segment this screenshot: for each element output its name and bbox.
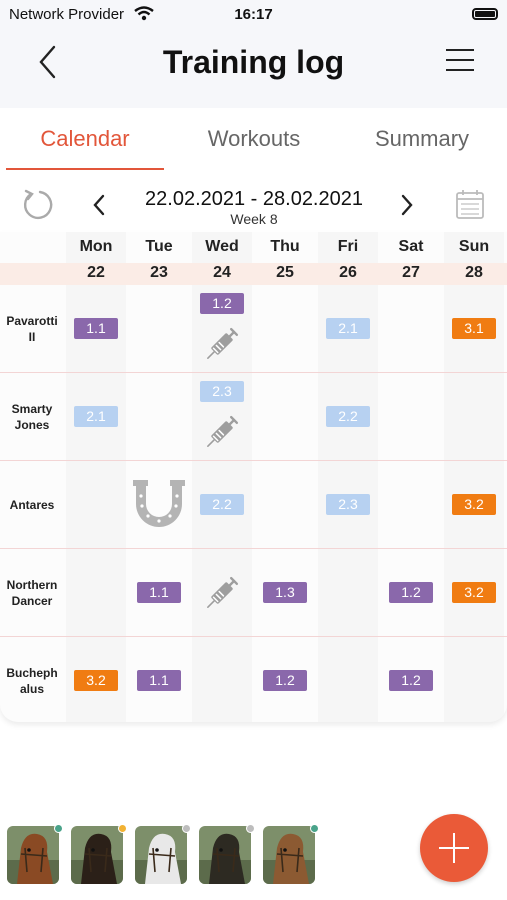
session-badge[interactable]: 2.1 <box>326 318 370 339</box>
session-badge[interactable]: 2.3 <box>200 381 244 402</box>
clock: 16:17 <box>234 6 273 23</box>
day-number: 22 <box>87 264 105 281</box>
nav-bar: Training log <box>0 28 507 108</box>
back-chevron-icon[interactable] <box>36 44 60 80</box>
previous-week-icon[interactable] <box>92 194 106 216</box>
session-badge[interactable]: 1.3 <box>263 582 307 603</box>
day-number: 26 <box>339 264 357 281</box>
status-dot <box>182 824 191 833</box>
horse-avatar[interactable] <box>199 826 251 884</box>
horse-avatar[interactable] <box>7 826 59 884</box>
week-number: Week 8 <box>230 211 278 227</box>
day-name-fri: Fri <box>337 238 359 255</box>
horse-name-line: Antares <box>9 498 55 512</box>
tab-summary[interactable]: Summary <box>374 126 470 151</box>
session-badge[interactable]: 2.2 <box>326 406 370 427</box>
horse-name-line: Jones <box>14 418 50 432</box>
day-column-shade <box>318 232 378 722</box>
status-dot <box>246 824 255 833</box>
syringe-icon <box>199 321 245 367</box>
day-number: 23 <box>150 264 168 281</box>
syringe-icon <box>199 570 245 616</box>
tab-calendar[interactable]: Calendar <box>40 126 130 151</box>
horse-name[interactable]: Smarty Jones <box>2 401 62 433</box>
session-badge[interactable]: 1.2 <box>263 670 307 691</box>
day-column-shade <box>444 232 504 722</box>
calendar-icon[interactable] <box>455 188 485 220</box>
session-badge[interactable]: 1.1 <box>137 582 181 603</box>
horse-name[interactable]: Pavarotti II <box>2 313 62 345</box>
tab-workouts[interactable]: Workouts <box>207 126 301 151</box>
session-badge[interactable]: 1.1 <box>74 318 118 339</box>
session-badge[interactable]: 2.3 <box>326 494 370 515</box>
day-name-mon: Mon <box>79 238 113 255</box>
syringe-icon <box>199 409 245 455</box>
battery-icon <box>472 8 498 20</box>
day-number: 28 <box>465 264 483 281</box>
horse-avatar[interactable] <box>71 826 123 884</box>
horse-name-line: Bucheph <box>6 666 58 680</box>
week-date-range: 22.02.2021 - 28.02.2021 <box>145 188 363 210</box>
day-number: 25 <box>276 264 294 281</box>
session-badge[interactable]: 3.2 <box>452 582 496 603</box>
horse-name-line: Smarty <box>11 402 53 416</box>
page-title: Training log <box>162 44 345 80</box>
tab-bar: Calendar Workouts Summary <box>0 118 507 172</box>
day-number: 27 <box>402 264 420 281</box>
session-badge[interactable]: 1.1 <box>137 670 181 691</box>
status-dot <box>310 824 319 833</box>
row-divider <box>0 636 507 637</box>
horse-name-line: Northern <box>6 578 58 592</box>
session-badge[interactable]: 3.1 <box>452 318 496 339</box>
active-tab-indicator <box>6 168 164 170</box>
row-divider <box>0 548 507 549</box>
horse-name-line: alus <box>19 682 44 696</box>
horse-name-line: II <box>28 330 36 344</box>
session-badge[interactable]: 1.2 <box>389 582 433 603</box>
horse-name[interactable]: Bucheph alus <box>2 665 62 697</box>
hamburger-menu-icon[interactable] <box>444 46 476 74</box>
training-calendar-grid: Mon 22 Tue 23 Wed 24 Thu 25 Fri 26 Sat 27 Sun 28 Pavar… <box>0 232 507 722</box>
wifi-icon <box>134 6 154 21</box>
day-name-wed: Wed <box>205 238 239 255</box>
horse-avatar-strip <box>0 824 400 888</box>
row-divider <box>0 372 507 373</box>
day-name-thu: Thu <box>270 238 300 255</box>
status-dot <box>54 824 63 833</box>
network-provider: Network Provider <box>9 6 125 23</box>
horse-avatar[interactable] <box>135 826 187 884</box>
day-column-shade <box>66 232 126 722</box>
horse-name-line: Pavarotti <box>6 314 58 328</box>
refresh-icon[interactable] <box>22 188 54 222</box>
horse-name[interactable]: Northern Dancer <box>2 577 62 609</box>
day-name-tue: Tue <box>145 238 173 255</box>
session-badge[interactable]: 2.1 <box>74 406 118 427</box>
session-badge[interactable]: 3.2 <box>452 494 496 515</box>
day-number: 24 <box>213 264 231 281</box>
horseshoe-icon <box>128 474 190 536</box>
horse-avatar[interactable] <box>263 826 315 884</box>
session-badge[interactable]: 1.2 <box>200 293 244 314</box>
horse-name[interactable]: Antares <box>2 497 62 513</box>
date-strip <box>0 263 507 285</box>
day-name-sun: Sun <box>458 238 490 255</box>
day-name-sat: Sat <box>398 238 424 255</box>
add-button[interactable] <box>420 814 488 882</box>
session-badge[interactable]: 2.2 <box>200 494 244 515</box>
row-divider <box>0 460 507 461</box>
session-badge[interactable]: 3.2 <box>74 670 118 691</box>
status-bar: Network Provider 16:17 <box>0 0 507 28</box>
status-dot <box>118 824 127 833</box>
horse-name-line: Dancer <box>11 594 53 608</box>
next-week-icon[interactable] <box>400 194 414 216</box>
week-selector: 22.02.2021 - 28.02.2021 Week 8 <box>0 184 507 230</box>
session-badge[interactable]: 1.2 <box>389 670 433 691</box>
